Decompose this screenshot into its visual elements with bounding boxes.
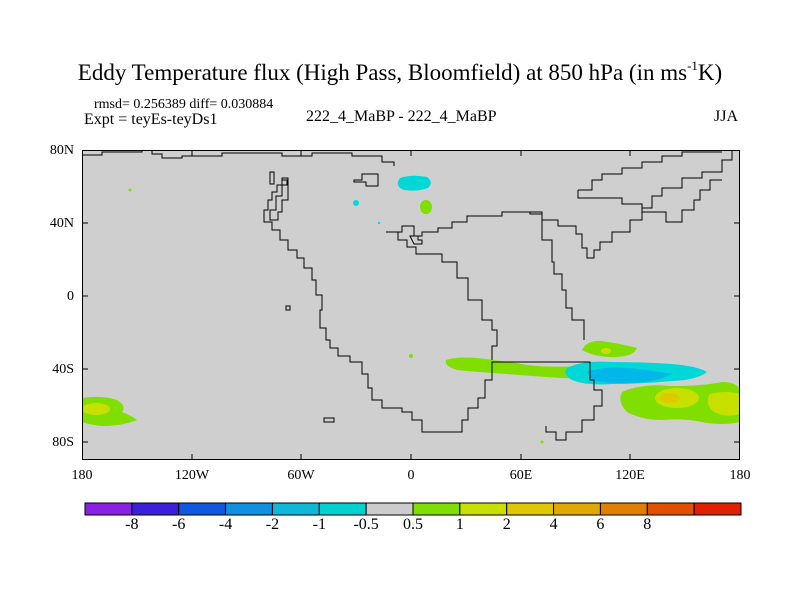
lon-tick-label: 120E bbox=[615, 468, 645, 483]
title-superscript: -1 bbox=[687, 58, 698, 73]
colorbar-label: 8 bbox=[643, 516, 652, 533]
colorbar-swatch bbox=[225, 502, 273, 516]
colorbar-label: 0.5 bbox=[403, 516, 423, 533]
positive-flux-region bbox=[540, 440, 544, 444]
colorbar-label: 4 bbox=[549, 516, 558, 533]
positive-flux-region bbox=[707, 392, 740, 416]
negative-flux-region bbox=[377, 221, 381, 225]
experiment-label: Expt = teyEs-teyDs1 bbox=[84, 111, 218, 128]
lat-tick-label: 80S bbox=[52, 435, 74, 450]
negative-flux-region bbox=[353, 200, 359, 206]
colorbar-swatch bbox=[599, 502, 648, 516]
plot-title: Eddy Temperature flux (High Pass, Bloomf… bbox=[0, 58, 800, 86]
colorbar-label: -1 bbox=[312, 516, 326, 533]
colorbar-swatch bbox=[553, 502, 601, 516]
flux-contours bbox=[82, 175, 740, 444]
colorbar-swatch bbox=[131, 502, 180, 516]
lat-tick-label: 40S bbox=[52, 362, 74, 377]
title-end: K) bbox=[697, 60, 723, 85]
colorbar-label: -8 bbox=[125, 516, 139, 533]
colorbar-swatch bbox=[693, 502, 742, 516]
colorbar-swatch bbox=[365, 502, 414, 516]
colorbar-label: 1 bbox=[455, 516, 464, 533]
colorbar-label: -6 bbox=[172, 516, 186, 533]
positive-flux-region bbox=[601, 348, 611, 354]
positive-flux-region bbox=[660, 393, 680, 403]
colorbar-swatch bbox=[178, 502, 227, 516]
coastlines bbox=[82, 150, 733, 441]
positive-flux-region bbox=[128, 188, 132, 192]
colorbar-label: -0.5 bbox=[353, 516, 379, 533]
colorbar-swatch bbox=[271, 502, 320, 516]
lat-tick-label: 0 bbox=[67, 289, 74, 304]
colorbar bbox=[84, 502, 742, 516]
colorbar-label: 2 bbox=[502, 516, 511, 533]
lon-tick-label: 180 bbox=[729, 468, 751, 483]
lon-tick-label: 60E bbox=[509, 468, 533, 483]
title-main: Eddy Temperature flux (High Pass, Bloomf… bbox=[77, 60, 688, 85]
axis-ticks bbox=[82, 150, 740, 460]
lon-tick-label: 180 bbox=[71, 468, 93, 483]
lat-tick-label: 40N bbox=[49, 216, 74, 231]
positive-flux-region bbox=[82, 403, 110, 415]
positive-flux-region bbox=[409, 354, 413, 358]
map-plot bbox=[82, 150, 740, 460]
colorbar-swatch bbox=[646, 502, 695, 516]
colorbar-label: 6 bbox=[596, 516, 605, 533]
colorbar-swatch bbox=[459, 502, 508, 516]
stats-line: rmsd= 0.256389 diff= 0.030884 bbox=[94, 97, 274, 112]
comparison-label: 222_4_MaBP - 222_4_MaBP bbox=[306, 108, 497, 125]
positive-flux-region bbox=[420, 200, 432, 214]
lon-tick-label: 0 bbox=[407, 468, 415, 483]
colorbar-swatch bbox=[506, 502, 555, 516]
lon-tick-label: 120W bbox=[174, 468, 210, 483]
season-label: JJA bbox=[714, 108, 739, 125]
negative-flux-region bbox=[587, 367, 672, 384]
lat-tick-label: 80N bbox=[49, 143, 74, 158]
colorbar-swatch bbox=[318, 502, 367, 516]
colorbar-swatch bbox=[412, 502, 461, 516]
colorbar-swatch bbox=[84, 502, 133, 516]
colorbar-label: -2 bbox=[265, 516, 280, 533]
negative-flux-region bbox=[397, 175, 431, 191]
lon-tick-label: 60W bbox=[287, 468, 315, 483]
colorbar-label: -4 bbox=[218, 516, 233, 533]
